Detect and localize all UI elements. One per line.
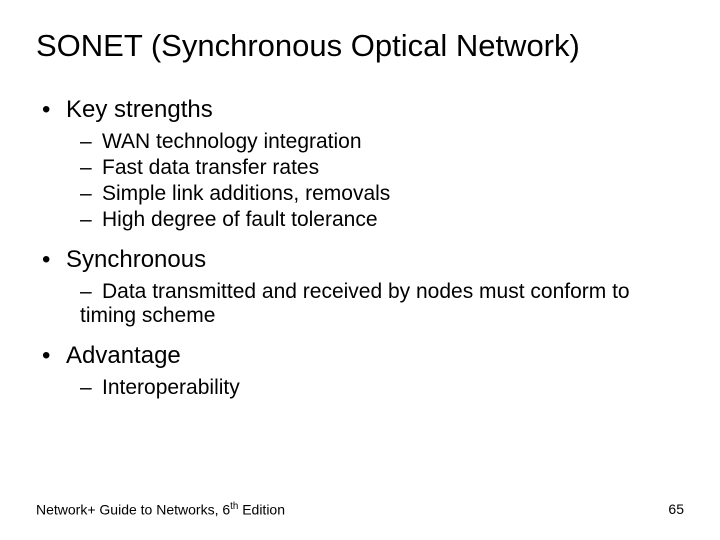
sub-item: –Data transmitted and received by nodes … bbox=[80, 280, 684, 328]
page-number: 65 bbox=[668, 501, 684, 518]
sub-item-text: Data transmitted and received by nodes m… bbox=[80, 280, 630, 327]
bullet-item: •Advantage bbox=[42, 342, 684, 370]
sub-item-text: Simple link additions, removals bbox=[102, 182, 390, 205]
sub-item-text: Interoperability bbox=[102, 376, 240, 399]
sub-item: –WAN technology integration bbox=[80, 130, 684, 154]
footer-text-pre: Network+ Guide to Networks, 6 bbox=[36, 502, 230, 518]
sub-item: –Simple link additions, removals bbox=[80, 182, 684, 206]
sub-item-text: Fast data transfer rates bbox=[102, 156, 319, 179]
bullet-dot-icon: • bbox=[42, 342, 66, 370]
slide-title: SONET (Synchronous Optical Network) bbox=[36, 28, 684, 64]
footer: Network+ Guide to Networks, 6th Edition … bbox=[36, 501, 684, 518]
section-heading: Synchronous bbox=[66, 246, 206, 273]
dash-icon: – bbox=[80, 182, 102, 206]
bullet-dot-icon: • bbox=[42, 96, 66, 124]
bullet-item: •Key strengths bbox=[42, 96, 684, 124]
section-heading: Advantage bbox=[66, 342, 181, 369]
section-heading: Key strengths bbox=[66, 96, 213, 123]
footer-text-post: Edition bbox=[238, 502, 285, 518]
sub-item: –Interoperability bbox=[80, 376, 684, 400]
sub-item-text: High degree of fault tolerance bbox=[102, 208, 378, 231]
slide: SONET (Synchronous Optical Network) •Key… bbox=[0, 0, 720, 540]
section-synchronous: •Synchronous –Data transmitted and recei… bbox=[36, 246, 684, 328]
dash-icon: – bbox=[80, 280, 102, 304]
sub-item: –High degree of fault tolerance bbox=[80, 208, 684, 232]
dash-icon: – bbox=[80, 208, 102, 232]
bullet-item: •Synchronous bbox=[42, 246, 684, 274]
section-key-strengths: •Key strengths –WAN technology integrati… bbox=[36, 96, 684, 232]
bullet-dot-icon: • bbox=[42, 246, 66, 274]
sub-item-text: WAN technology integration bbox=[102, 130, 362, 153]
section-advantage: •Advantage –Interoperability bbox=[36, 342, 684, 400]
footer-source: Network+ Guide to Networks, 6th Edition bbox=[36, 501, 285, 518]
dash-icon: – bbox=[80, 376, 102, 400]
dash-icon: – bbox=[80, 130, 102, 154]
sub-item: –Fast data transfer rates bbox=[80, 156, 684, 180]
dash-icon: – bbox=[80, 156, 102, 180]
